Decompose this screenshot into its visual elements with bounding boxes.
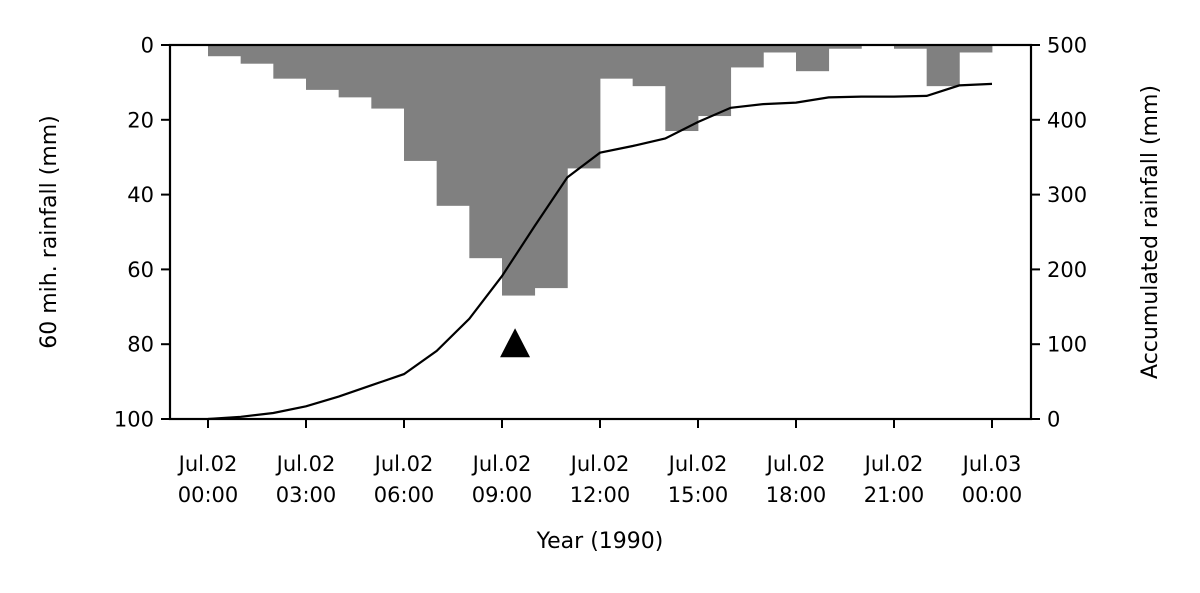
left-y-axis: 0 20 40 60 80 100: [114, 34, 170, 432]
x-tick-label: Jul.02 03:00: [275, 452, 337, 507]
left-y-tick-label: 0: [141, 34, 154, 58]
x-tick-label: Jul.02 21:00: [863, 452, 925, 507]
triangle-marker: [500, 328, 531, 358]
rainfall-bar: [600, 45, 634, 79]
right-y-tick-label: 200: [1047, 258, 1087, 282]
right-y-tick-label: 0: [1047, 408, 1060, 432]
accumulated-rainfall-line: [207, 82, 993, 421]
rainfall-bar: [698, 45, 732, 117]
x-tick-label: Jul.02 15:00: [667, 452, 729, 507]
right-y-tick-label: 500: [1047, 34, 1087, 58]
x-tick-label: Jul.02 06:00: [373, 452, 435, 507]
left-y-tick-label: 20: [127, 108, 154, 132]
x-tick-label: Jul.02 12:00: [569, 452, 631, 507]
rainfall-bar: [567, 45, 601, 169]
right-y-axis-title: Accumulated rainfall (mm): [1138, 85, 1163, 379]
rainfall-bar: [273, 45, 307, 79]
rainfall-bar: [796, 45, 830, 72]
left-y-axis-title: 60 mih. rainfall (mm): [37, 115, 62, 349]
rainfall-bar: [926, 45, 960, 87]
right-y-tick-label: 400: [1047, 108, 1087, 132]
rainfall-bar: [371, 45, 405, 109]
x-axis: Jul.02 00:00 Jul.02 03:00 Jul.02 06:00 Jul.02 0…: [177, 419, 1023, 507]
plot-frame: [168, 43, 1033, 421]
rainfall-bar: [959, 45, 993, 53]
rainfall-bar: [240, 45, 274, 64]
left-y-tick-label: 60: [127, 258, 154, 282]
x-tick-label: Jul.02 18:00: [765, 452, 827, 507]
rainfall-bar: [338, 45, 372, 98]
rainfall-bar: [665, 45, 699, 132]
rainfall-bar: [763, 45, 797, 53]
rainfall-bar: [306, 45, 340, 90]
right-y-tick-label: 100: [1047, 333, 1087, 357]
x-axis-title: Year (1990): [536, 529, 664, 554]
rainfall-bar: [632, 45, 666, 87]
right-y-tick-label: 300: [1047, 183, 1087, 207]
rainfall-bar: [404, 45, 438, 161]
rainfall-bar: [502, 45, 536, 296]
left-y-tick-label: 40: [127, 183, 154, 207]
x-tick-label: Jul.02 00:00: [177, 452, 239, 507]
hourly-rainfall-bars: [208, 45, 993, 296]
right-y-axis: 0 100 200 300 400 500: [1031, 34, 1087, 432]
x-tick-label: Jul.03 00:00: [961, 452, 1023, 507]
left-y-tick-label: 100: [114, 408, 154, 432]
rainfall-bar: [730, 45, 764, 68]
rainfall-bar: [534, 45, 568, 289]
rainfall-bar: [894, 45, 928, 49]
left-y-tick-label: 80: [127, 333, 154, 357]
x-tick-label: Jul.02 09:00: [471, 452, 533, 507]
rainfall-bar: [828, 45, 862, 49]
rainfall-bar: [436, 45, 470, 206]
rainfall-bar: [208, 45, 242, 57]
rainfall-bar: [469, 45, 503, 259]
